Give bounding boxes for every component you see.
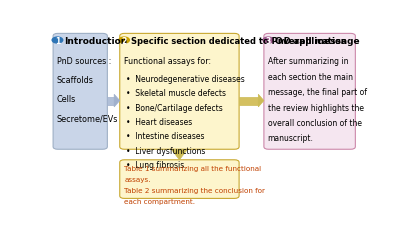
- Polygon shape: [114, 95, 120, 107]
- Text: message, the final part of: message, the final part of: [268, 88, 367, 97]
- FancyBboxPatch shape: [264, 34, 355, 150]
- Text: 3: 3: [266, 36, 271, 45]
- FancyBboxPatch shape: [53, 34, 107, 150]
- Text: •  Heart diseases: • Heart diseases: [126, 117, 192, 126]
- Polygon shape: [258, 95, 264, 107]
- Text: Specific section dedicated to PnD application: Specific section dedicated to PnD applic…: [131, 36, 347, 45]
- Text: each section the main: each section the main: [268, 72, 353, 81]
- Text: overall conclusion of the: overall conclusion of the: [268, 118, 362, 127]
- Text: •  Lung fibrosis: • Lung fibrosis: [126, 160, 184, 169]
- Polygon shape: [175, 150, 184, 151]
- Circle shape: [52, 38, 63, 44]
- Text: •  Bone/Cartilage defects: • Bone/Cartilage defects: [126, 103, 223, 112]
- Text: After summarizing in: After summarizing in: [268, 57, 348, 66]
- Text: •  Intestine diseases: • Intestine diseases: [126, 132, 204, 141]
- Text: the review highlights the: the review highlights the: [268, 103, 364, 112]
- Text: •  Skeletal muscle defects: • Skeletal muscle defects: [126, 89, 226, 98]
- Text: Scaffolds: Scaffolds: [57, 76, 94, 85]
- Text: •  Liver dysfunctions: • Liver dysfunctions: [126, 146, 205, 155]
- Text: Overall message: Overall message: [275, 36, 360, 45]
- Circle shape: [119, 38, 129, 44]
- Text: Introduction: Introduction: [64, 36, 128, 45]
- Text: 1: 1: [55, 36, 60, 45]
- Circle shape: [263, 38, 274, 44]
- Text: manuscript.: manuscript.: [268, 134, 314, 143]
- Polygon shape: [239, 97, 258, 105]
- Text: •  Neurodegenerative diseases: • Neurodegenerative diseases: [126, 74, 245, 83]
- Text: Functional assays for:: Functional assays for:: [124, 57, 212, 66]
- Polygon shape: [172, 151, 187, 160]
- Text: 2: 2: [122, 36, 127, 45]
- Text: assays.: assays.: [124, 176, 151, 182]
- Polygon shape: [107, 97, 114, 105]
- Text: Cells: Cells: [57, 95, 76, 104]
- FancyBboxPatch shape: [120, 160, 239, 199]
- Text: PnD sources :: PnD sources :: [57, 57, 111, 66]
- Text: Table 2 summarizing the conclusion for: Table 2 summarizing the conclusion for: [124, 187, 266, 193]
- Text: Secretome/EVs: Secretome/EVs: [57, 114, 118, 123]
- Text: Table 1 summarizing all the functional: Table 1 summarizing all the functional: [124, 165, 262, 171]
- Text: each compartment.: each compartment.: [124, 198, 195, 204]
- FancyBboxPatch shape: [120, 34, 239, 150]
